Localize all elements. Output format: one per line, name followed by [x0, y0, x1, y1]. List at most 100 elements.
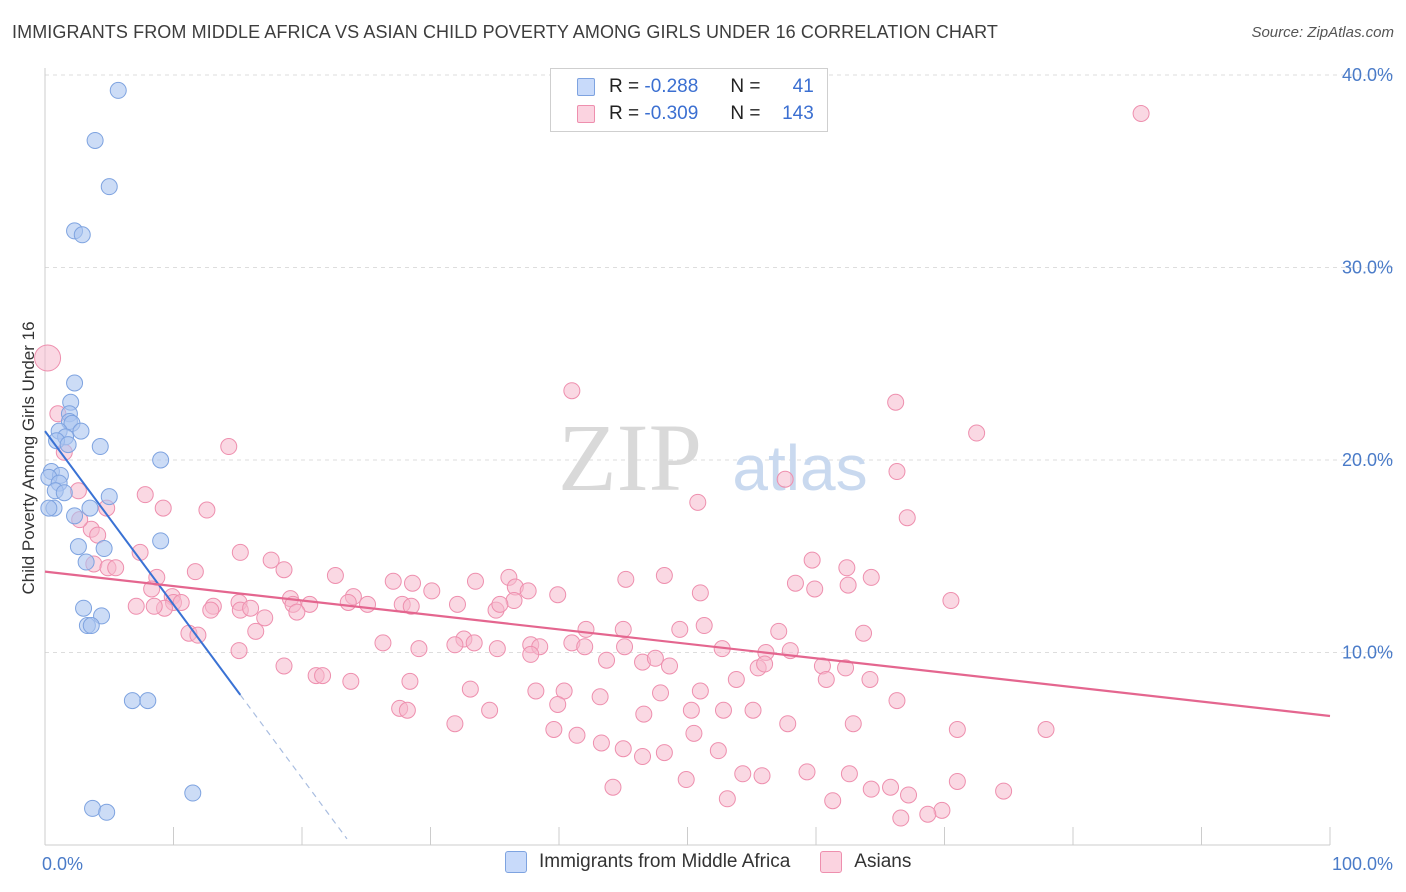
middle-africa-point [95, 540, 113, 558]
asians-point [275, 657, 293, 675]
middle-africa-point [59, 436, 77, 454]
middle-africa-point [100, 178, 118, 196]
asians-point [568, 726, 586, 744]
asians-point [776, 470, 794, 488]
middle-africa-point [77, 553, 95, 571]
asians-point [887, 393, 905, 411]
middle-africa-point [84, 799, 102, 817]
asians-point [779, 715, 797, 733]
asians-point [401, 672, 419, 690]
asians-point [446, 715, 464, 733]
asians-point [1037, 721, 1055, 738]
asians-point [803, 551, 821, 569]
series-label: Asians [854, 851, 912, 872]
legend-n-value: 143 [782, 103, 814, 124]
middle-africa-point [75, 599, 93, 617]
asians-point [374, 634, 392, 652]
gridlines [45, 74, 1395, 653]
legend-r-value: -0.288 [644, 76, 699, 97]
legend-r-label: R = [609, 76, 640, 97]
asians-point [655, 744, 673, 762]
asians-point [734, 765, 752, 783]
asians-point [933, 801, 951, 819]
legend-n-label: N = [730, 103, 761, 124]
asians-point [326, 567, 344, 584]
asians-point [691, 584, 709, 602]
y-tick-label: 40.0% [1342, 65, 1393, 85]
asians-point [718, 790, 736, 808]
asians-point [262, 551, 280, 569]
asians-point [652, 684, 670, 702]
y-tick-label: 20.0% [1342, 450, 1393, 470]
asians-point [824, 792, 842, 810]
asians-point [576, 638, 594, 656]
trendlines [44, 430, 1331, 840]
asians-point [423, 582, 441, 600]
asians-point [727, 670, 745, 688]
asians-point [275, 561, 293, 579]
middle-africa-point [55, 484, 73, 502]
asians-point [671, 620, 689, 638]
asians-point [446, 636, 464, 654]
asians-point [398, 701, 416, 719]
asians-point [942, 592, 960, 610]
asians-point [592, 734, 610, 752]
asians-point [563, 382, 581, 400]
middle-africa-point [82, 617, 100, 635]
asians-point [689, 493, 707, 511]
asians-point [247, 622, 265, 640]
asians-point [709, 742, 727, 760]
asians-point [461, 680, 479, 698]
asians-point [862, 568, 880, 586]
middle-africa-point [100, 488, 118, 506]
middle-africa-point [123, 692, 141, 710]
asians-point [770, 622, 788, 640]
asians-point [862, 780, 880, 798]
asians-point [682, 701, 700, 719]
legend-swatch-pink [577, 105, 595, 123]
middle-africa-point [73, 226, 91, 244]
asians-points [34, 105, 1150, 827]
middle-africa-point [152, 451, 170, 469]
legend-swatch-blue [577, 78, 595, 96]
asians-point [604, 778, 622, 796]
asians-point [549, 586, 567, 604]
asians-point [744, 701, 762, 719]
asians-point [314, 667, 332, 685]
asians-point [1132, 105, 1150, 122]
asians-point [288, 603, 306, 621]
asians-point [198, 501, 216, 519]
asians-point [172, 593, 190, 611]
asians-point [549, 695, 567, 713]
x-tick-label: 0.0% [42, 854, 83, 874]
legend-r-label: R = [609, 103, 640, 124]
asians-point [839, 576, 857, 594]
asians-point [256, 609, 274, 627]
x-tick-label: 100.0% [1332, 854, 1393, 874]
asians-point [202, 601, 220, 619]
asians-point [598, 651, 616, 669]
middle-africa-point [98, 803, 116, 821]
asians-point [617, 570, 635, 588]
asians-point [888, 463, 906, 481]
asians-point [220, 438, 238, 456]
asians-point [840, 765, 858, 783]
middle-africa-point [184, 784, 202, 802]
asians-trendline [44, 570, 1331, 718]
middle-africa-point [40, 499, 58, 517]
asians-point [505, 592, 523, 610]
asians-point [798, 763, 816, 781]
asians-point [519, 582, 537, 600]
asians-point [948, 772, 966, 790]
asians-point [545, 721, 563, 738]
axes [44, 68, 1331, 846]
asians-point [527, 682, 545, 700]
asians-point [661, 657, 679, 675]
asians-point [384, 572, 402, 590]
legend-n-label: N = [730, 76, 761, 97]
asians-point [995, 782, 1013, 800]
asians-point [127, 597, 145, 615]
asians-point [691, 682, 709, 700]
asians-point [107, 559, 125, 577]
legend-n-value: 41 [792, 76, 814, 97]
